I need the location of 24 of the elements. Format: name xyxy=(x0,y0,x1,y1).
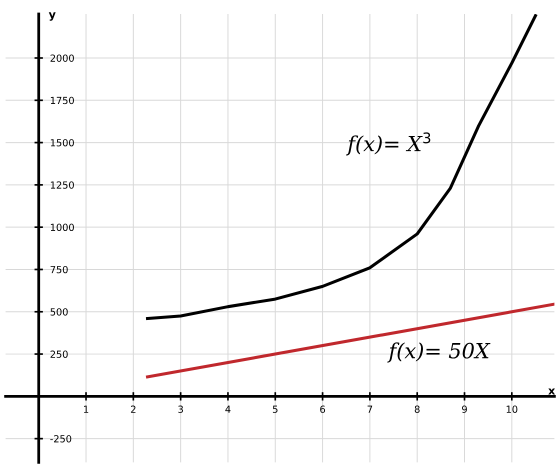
y-tick-label: 2000 xyxy=(50,54,74,62)
x-tick-label: 9 xyxy=(462,406,467,413)
x-tick-label: 7 xyxy=(368,406,372,413)
y-tick-label: 1000 xyxy=(50,224,74,232)
y-tick-label: 500 xyxy=(50,308,68,316)
y-tick-label: 750 xyxy=(50,266,68,274)
y-axis-title: y xyxy=(48,12,56,21)
x-tick-label: 2 xyxy=(130,406,136,413)
x-tick-label: 3 xyxy=(178,406,183,413)
x-tick-label: 10 xyxy=(506,406,518,413)
x-tick-label: 5 xyxy=(272,406,278,413)
y-tick-label: 250 xyxy=(50,350,68,358)
line-series xyxy=(146,14,538,320)
annotation: f(x)= 50X xyxy=(387,342,490,363)
x-tick-label: 6 xyxy=(320,406,326,413)
y-tick-label: 1500 xyxy=(50,139,74,146)
y-tick-label: 1250 xyxy=(50,181,74,189)
x-tick-label: 1 xyxy=(84,406,88,413)
y-tick-label: -250 xyxy=(50,435,72,442)
x-tick-label: 8 xyxy=(414,406,420,413)
x-tick-label: 4 xyxy=(225,406,231,413)
annotation: f(x)= X$^{3}$ xyxy=(346,132,430,156)
x-axis-title: x xyxy=(548,388,556,395)
y-tick-label: 1750 xyxy=(50,96,74,104)
